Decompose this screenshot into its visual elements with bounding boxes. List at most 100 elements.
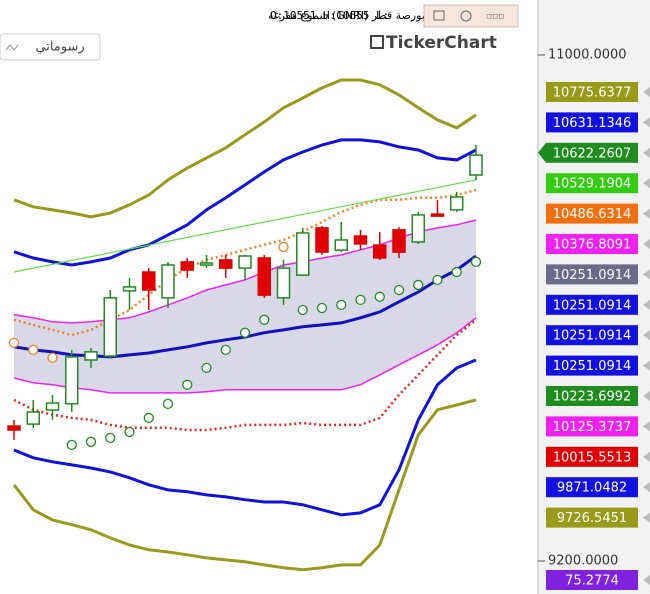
badge-label: 10529.1904 [553,177,632,192]
indicator-line [12,398,477,572]
badge-box [546,112,638,133]
psar-dot [143,412,154,424]
badge-label: 10251.0914 [553,268,632,283]
badge-label: 9726.5451 [557,511,627,526]
psar-dot [278,241,289,253]
psar-dot [259,314,270,325]
candle-body [411,214,425,243]
scroll-arrow [643,421,650,432]
scroll-arrow [643,330,650,341]
psar-dot [432,274,443,286]
candle-body [26,411,40,425]
candle-body [65,356,79,405]
badge-box [546,386,638,406]
psar-dot [413,279,424,291]
psar-dot [393,284,405,296]
candle-body [238,255,252,269]
candle-body [276,267,291,299]
badge-label: 75.2774 [565,574,619,589]
price-badge: 10251.0914 [546,294,650,315]
price-badge: 10775.6377 [546,82,650,102]
badge-box [546,234,638,254]
psar-dot [85,436,97,447]
psar-dot [124,426,135,438]
candle-body [180,261,194,271]
plot-area [7,78,483,572]
badge-box [546,82,638,102]
scroll-arrow [643,147,650,158]
badge-label: 10775.6377 [553,86,632,101]
psar-dot [451,266,462,278]
indicator-line [13,138,477,267]
scroll-arrow [643,391,650,401]
badge-label: 10631.1346 [553,116,632,131]
scroll-arrow [643,360,650,371]
candle-body [199,262,214,266]
candle-body [296,232,310,276]
price-badge: 9871.0482 [546,477,650,498]
badge-label: 10251.0914 [553,298,632,313]
candle-body [334,239,348,251]
candle-body [142,271,156,291]
drawings-button[interactable] [0,33,101,61]
price-badge: 10376.8091 [546,234,650,254]
psar-dot [47,352,58,363]
psar-dot [201,362,212,374]
badge-label: 10223.6992 [553,390,632,405]
candle-body [257,257,271,296]
y-tick-label: 11000.0000 [548,48,627,63]
price-badge: 10125.3737 [546,416,650,437]
candle-body [315,227,329,253]
badge-box [546,477,638,498]
psar-dot [355,294,366,305]
candle-body [353,235,368,245]
price-badge: 10251.0914 [546,325,650,346]
price-badge: 10622.2607 [538,142,650,163]
badge-label: 10125.3737 [553,420,632,435]
badge-label: 9871.0482 [557,481,627,496]
trend-line [13,179,477,273]
indicator-line [13,78,477,219]
indicator-line [13,358,477,517]
badge-box [546,203,638,224]
psar-dot [105,432,116,444]
price-badge: 9726.5451 [546,507,650,528]
scroll-arrow [643,512,650,523]
psar-dot [470,256,482,268]
scroll-arrow [643,299,650,310]
scroll-arrow [643,87,650,97]
price-badge: 10486.6314 [546,203,650,224]
badge-box [546,355,638,376]
indicator-line [13,188,477,337]
psar-dot [239,327,251,338]
candle-body [392,229,406,253]
price-badge: 75.2774 [546,570,650,590]
psar-dot [336,299,347,311]
badge-box [546,446,638,467]
badge-arrow [538,142,546,163]
candle-body [219,259,233,269]
badge-box [546,264,638,285]
band-fill [14,220,476,393]
candle-body [84,351,98,361]
psar-dot [316,302,328,314]
scroll-arrow [643,239,650,249]
price-badge: 10015.5513 [546,446,650,467]
y-tick-label: 9200.0000 [548,554,618,569]
icon: ▫▫▫ [486,12,504,22]
badge-box [546,325,638,346]
drawings-label: رسوماتي [35,40,84,55]
badge-label: 10376.8091 [553,238,632,253]
psar-dot [374,291,385,302]
psar-dot [162,398,174,410]
price-badge: 10251.0914 [546,355,650,376]
scroll-arrow [643,451,650,462]
candle-body [469,154,483,176]
price-badge: 10251.0914 [546,264,650,285]
badge-box [546,416,638,437]
icon [460,10,472,22]
scroll-arrow [643,178,650,189]
scroll-arrow [643,269,650,280]
candle-body [122,286,137,292]
badge-box [546,294,638,315]
